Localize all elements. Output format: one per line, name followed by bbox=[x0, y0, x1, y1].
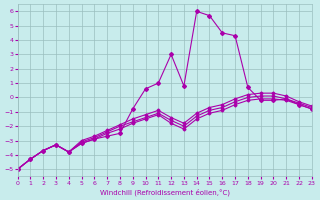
X-axis label: Windchill (Refroidissement éolien,°C): Windchill (Refroidissement éolien,°C) bbox=[100, 188, 230, 196]
